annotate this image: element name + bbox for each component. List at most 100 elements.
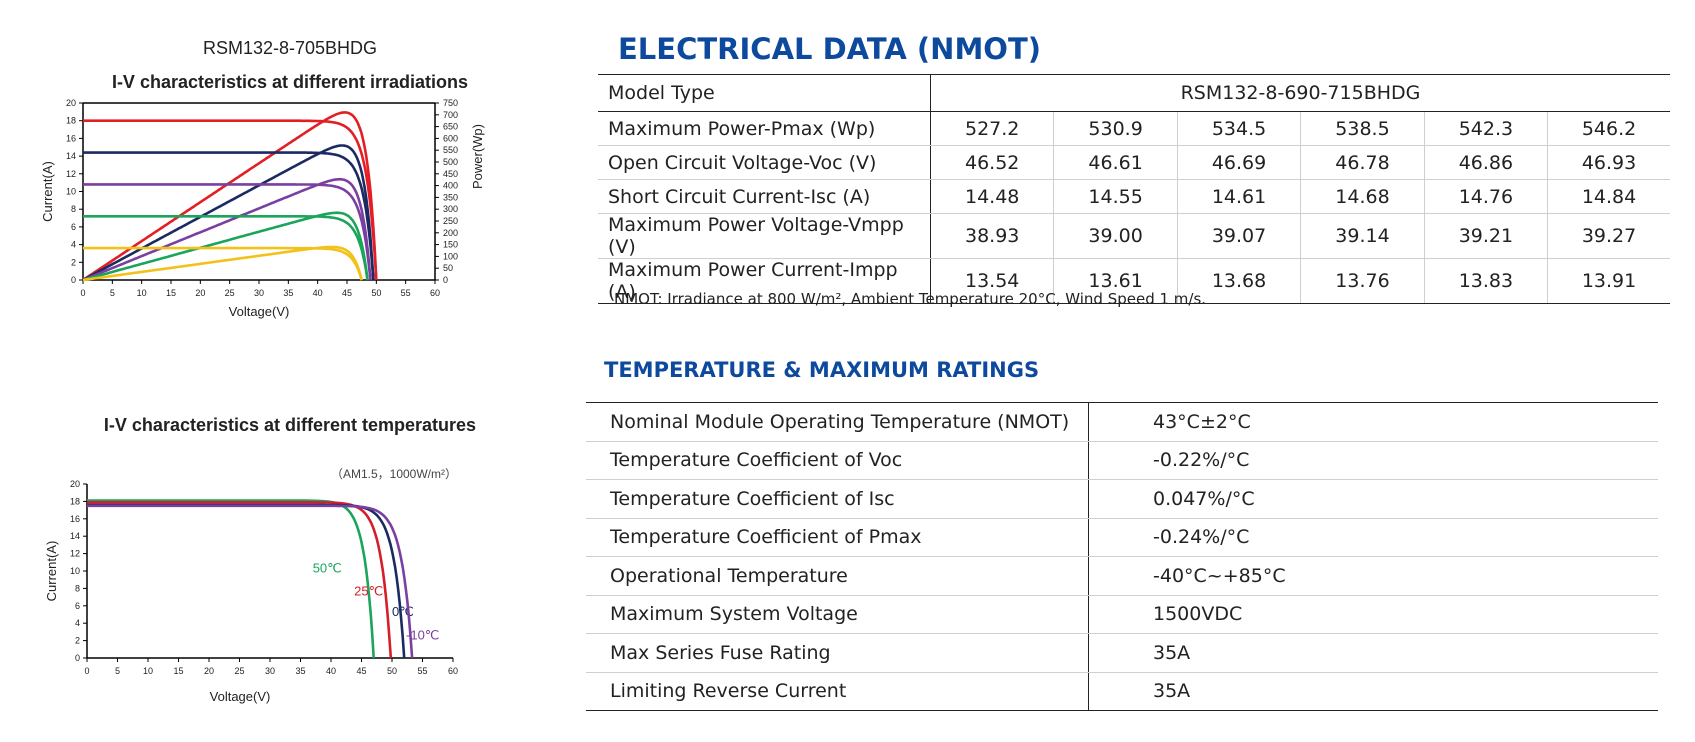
cell: 39.21: [1423, 213, 1548, 259]
x-tick-label: 60: [430, 288, 440, 298]
cell: 14.76: [1423, 179, 1548, 214]
series-label: 50℃: [313, 561, 342, 576]
iv-irradiance-chart: 0 5 10 15 20 25 30 35 40 45 50 55 600246810121416182…: [40, 98, 485, 319]
row-value: 43°C±2°C: [1088, 402, 1658, 442]
cell: 13.68: [1176, 258, 1301, 304]
y-tick-label: 16: [70, 514, 80, 524]
iv-temperature-chart: （AM1.5，1000W/m²）0 5 10 15 20 25 30 35 40 45 50 55 60…: [44, 467, 458, 704]
temperature-section-title: TEMPERATURE & MAXIMUM RATINGS: [604, 358, 1040, 382]
x-tick-label: 35: [295, 666, 305, 676]
y2-tick-label: 450: [443, 169, 458, 179]
y-tick-label: 6: [71, 222, 76, 232]
pv-curve: [82, 111, 378, 282]
cell: 38.93: [929, 213, 1054, 259]
row-label: Maximum System Voltage: [586, 595, 1089, 634]
table-row: Temperature Coefficient of Pmax -0.24%/°C: [586, 518, 1658, 557]
row-label: Operational Temperature: [586, 556, 1089, 596]
cell: 46.93: [1547, 145, 1670, 180]
cell: 546.2: [1547, 111, 1670, 146]
series-label: 25℃: [354, 583, 383, 598]
y-tick-label: 10: [66, 187, 76, 197]
x-tick-label: 10: [143, 666, 153, 676]
table-row: Maximum Power-Pmax (Wp) 527.2 530.9 534.…: [598, 111, 1670, 146]
y-tick-label: 20: [70, 479, 80, 489]
cell: 46.52: [929, 145, 1054, 180]
cell: 46.61: [1053, 145, 1178, 180]
pv-curve: [82, 245, 363, 282]
row-label: Temperature Coefficient of Pmax: [586, 518, 1089, 557]
y2-tick-label: 50: [443, 263, 453, 273]
row-label: Maximum Power-Pmax (Wp): [598, 111, 931, 146]
pv-curve: [82, 211, 369, 282]
x-axis-label: Voltage(V): [229, 304, 290, 319]
cell: 13.54: [929, 258, 1054, 304]
cell: 14.68: [1300, 179, 1425, 214]
electrical-section-title: ELECTRICAL DATA (NMOT): [618, 32, 1041, 66]
cell: 14.55: [1053, 179, 1178, 214]
cell: 39.27: [1547, 213, 1670, 259]
row-value: -0.22%/°C: [1088, 441, 1658, 480]
model-type-label: Model Type: [598, 74, 931, 112]
table-row: Short Circuit Current-Isc (A) 14.48 14.5…: [598, 179, 1670, 214]
y2-tick-label: 150: [443, 240, 458, 250]
y-tick-label: 16: [66, 133, 76, 143]
y-tick-label: 12: [66, 169, 76, 179]
cell: 46.78: [1300, 145, 1425, 180]
x-tick-label: 25: [225, 288, 235, 298]
cell: 39.14: [1300, 213, 1425, 259]
row-label: Max Series Fuse Rating: [586, 633, 1089, 673]
cell: 39.00: [1053, 213, 1178, 259]
pv-curve: [82, 144, 375, 282]
table-header-row: Model Type RSM132-8-690-715BHDG: [598, 74, 1670, 112]
chart1-title: I-V characteristics at different irradia…: [111, 72, 469, 92]
y-tick-label: 8: [71, 204, 76, 214]
cell: 538.5: [1300, 111, 1425, 146]
y-tick-label: 18: [70, 496, 80, 506]
x-tick-label: 55: [417, 666, 427, 676]
y-tick-label: 12: [70, 549, 80, 559]
iv-curve: [83, 183, 372, 281]
y2-tick-label: 200: [443, 228, 458, 238]
table-row: Maximum Power Current-Impp (A) 13.54 13.…: [598, 258, 1670, 304]
y-tick-label: 18: [66, 116, 76, 126]
y-tick-label: 2: [75, 636, 80, 646]
row-value: 0.047%/°C: [1088, 479, 1658, 519]
y2-tick-label: 750: [443, 98, 458, 108]
iv-curve: [83, 119, 378, 281]
y-tick-label: 10: [70, 566, 80, 576]
x-tick-label: 40: [313, 288, 323, 298]
x-axis-label: Voltage(V): [210, 689, 271, 704]
chart1-model-title: RSM132-8-705BHDG: [202, 38, 378, 58]
y-tick-label: 20: [66, 98, 76, 108]
table-row: Maximum System Voltage 1500VDC: [586, 595, 1658, 634]
table-row: Maximum Power Voltage-Vmpp (V) 38.93 39.…: [598, 213, 1670, 259]
y2-tick-label: 300: [443, 204, 458, 214]
cell: 530.9: [1053, 111, 1178, 146]
y2-tick-label: 400: [443, 181, 458, 191]
y2-tick-label: 350: [443, 192, 458, 202]
y-tick-label: 8: [75, 583, 80, 593]
table-row: Open Circuit Voltage-Voc (V) 46.52 46.61…: [598, 145, 1670, 180]
x-tick-label: 30: [254, 288, 264, 298]
cell: 13.76: [1300, 258, 1425, 304]
y-tick-label: 14: [70, 531, 80, 541]
x-tick-label: 50: [371, 288, 381, 298]
iv-curve: [87, 504, 414, 659]
cell: 13.61: [1053, 258, 1178, 304]
y-tick-label: 6: [75, 601, 80, 611]
x-tick-label: 30: [265, 666, 275, 676]
cell: 39.07: [1176, 213, 1301, 259]
y-axis-label: Current(A): [40, 161, 55, 222]
row-label: Nominal Module Operating Temperature (NM…: [586, 402, 1089, 442]
cell: 14.48: [929, 179, 1054, 214]
y2-tick-label: 700: [443, 110, 458, 120]
cell: 14.84: [1547, 179, 1670, 214]
x-tick-label: 15: [173, 666, 183, 676]
y-tick-label: 2: [71, 257, 76, 267]
row-label: Short Circuit Current-Isc (A): [598, 179, 931, 214]
row-value: -40°C~+85°C: [1088, 556, 1658, 596]
y2-tick-label: 650: [443, 122, 458, 132]
y-axis-label: Current(A): [44, 541, 59, 602]
table-row: Nominal Module Operating Temperature (NM…: [586, 402, 1658, 442]
x-tick-label: 55: [401, 288, 411, 298]
